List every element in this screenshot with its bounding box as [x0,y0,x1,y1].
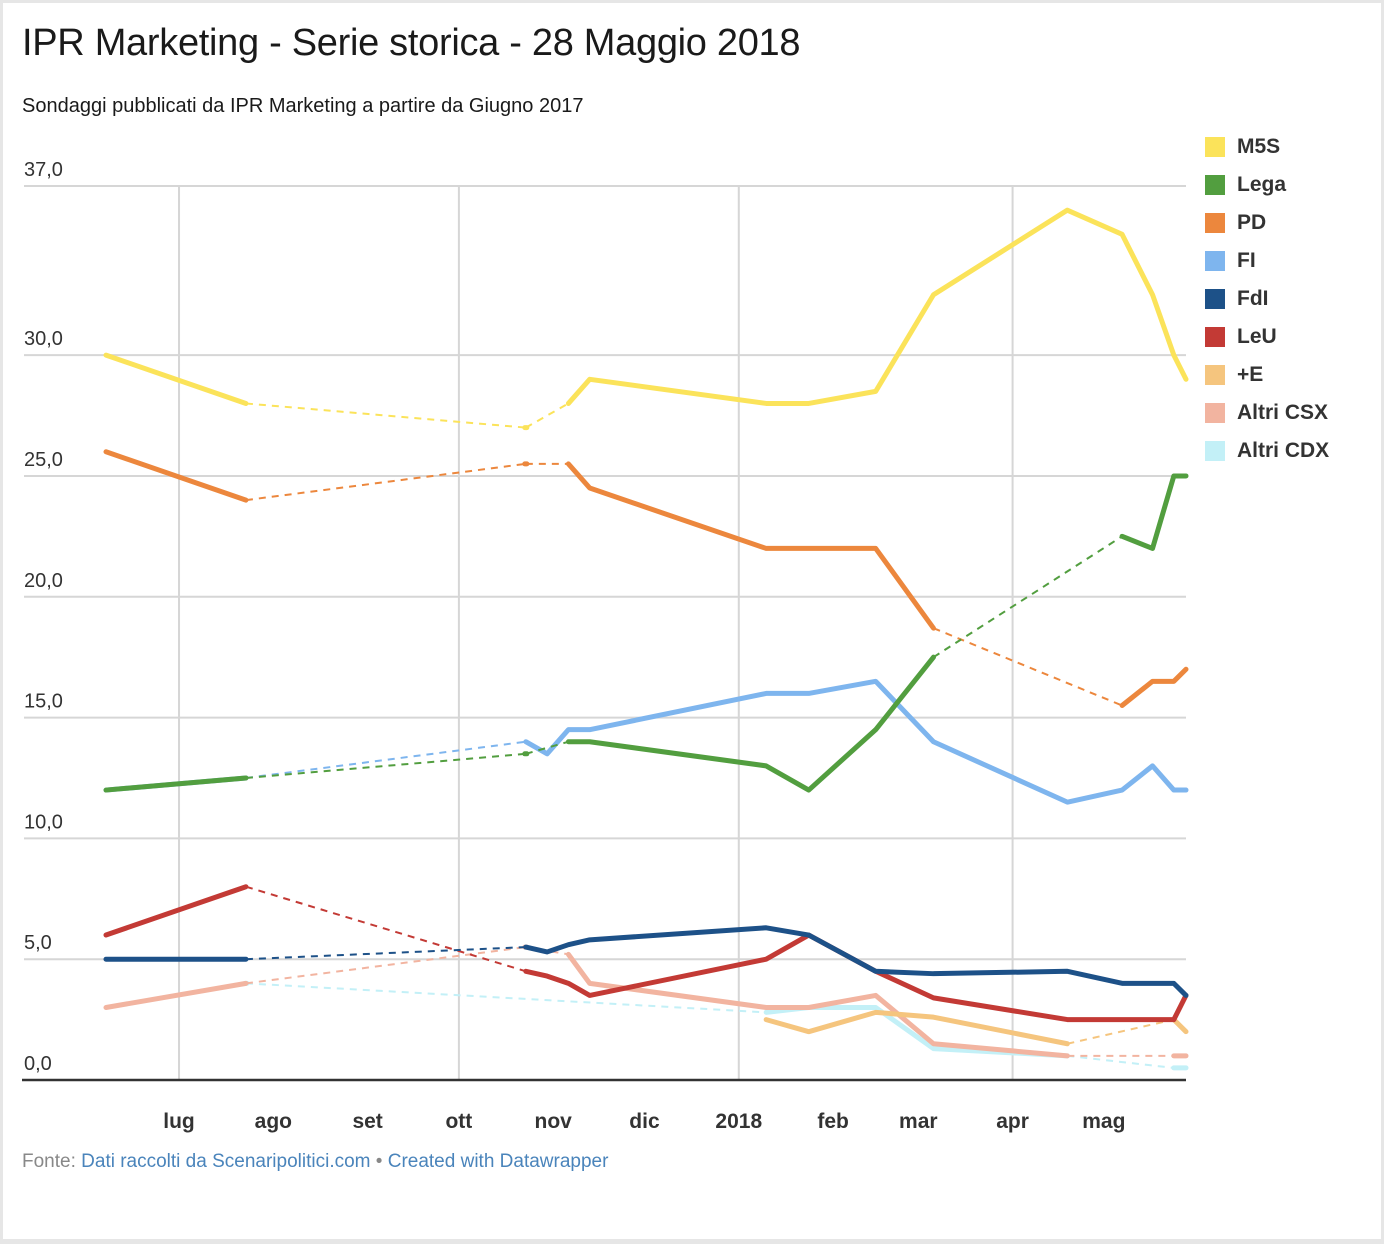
legend-label: FI [1237,249,1256,272]
series-line-pd [565,461,936,631]
series-line-lega [1119,473,1189,551]
series-gap-m5s [245,402,526,429]
legend-item-altri-csx: Altri CSX [1205,394,1329,432]
legend-label: +E [1237,363,1264,386]
series-pd [103,449,1189,708]
series-gap-altri-cdx [245,982,767,1014]
legend-label: FdI [1237,287,1269,310]
legend-item-fi: FI [1205,242,1329,280]
series-gap-fi [245,740,526,779]
legend-label: Altri CDX [1237,439,1330,462]
x-tick-label: mag [1082,1110,1125,1133]
legend-swatch [1205,137,1225,157]
chart-subtitle: Sondaggi pubblicati da IPR Marketing a p… [22,95,584,117]
series-line-lega [565,654,936,793]
series-line-m5s [565,207,1189,406]
series-line-altri-csx [565,951,1070,1059]
series-line-e [763,1009,1070,1047]
legend-item-altri-cdx: Altri CDX [1205,432,1329,470]
series-gap-altri-csx [245,946,526,985]
series-lines [103,207,1189,1071]
y-tick-label: 20,0 [24,570,63,592]
x-tick-label: mar [899,1110,938,1133]
legend-item-pd: PD [1205,204,1329,242]
legend-item-leu: LeU [1205,318,1329,356]
x-tick-label: set [352,1110,382,1133]
x-tick-label: nov [535,1110,573,1133]
series-gap-lega [932,535,1123,659]
series-line-leu [103,884,249,938]
series-gap-m5s [525,402,569,429]
x-tick-label: apr [996,1110,1029,1133]
legend-label: PD [1237,211,1267,234]
footer-separator: • [375,1151,383,1172]
series-line-altri-csx [103,980,249,1011]
x-tick-label: dic [629,1110,660,1133]
series-gap-leu [245,885,527,973]
x-tick-label: 2018 [715,1110,762,1133]
legend-swatch [1205,251,1225,271]
legend-label: M5S [1237,135,1281,158]
chart-frame [3,3,1381,1239]
series-line-fi [523,678,1189,805]
series-e [763,1009,1189,1047]
y-tick-label: 15,0 [24,691,63,713]
y-tick-label: 0,0 [24,1053,52,1075]
legend-swatch [1205,441,1225,461]
legend-label: Altri CSX [1237,401,1329,424]
source-prefix: Fonte: [22,1151,76,1172]
series-m5s [103,207,1189,431]
chart-title: IPR Marketing - Serie storica - 28 Maggi… [22,22,801,64]
legend-swatch [1205,213,1225,233]
legend-swatch [1205,403,1225,423]
footer: Fonte: Dati raccolti da Scenaripolitici.… [22,1151,608,1173]
legend-swatch [1205,327,1225,347]
series-line-m5s [103,352,249,406]
legend-item-m5s: M5S [1205,128,1329,166]
legend-swatch [1205,289,1225,309]
series-line-lega [103,775,249,793]
gridlines [24,185,1186,1080]
series-gap-pd [933,627,1123,707]
x-axis-ticks: lug ago set ott nov dic 2018 feb mar apr mag [163,1110,1125,1133]
series-fdi [103,925,1189,998]
series-line-fdi [523,925,1189,998]
y-tick-label: 30,0 [24,328,63,350]
series-gap-pd [245,462,526,502]
legend-item-e: +E [1205,356,1329,394]
y-tick-label: 10,0 [24,811,63,833]
datawrapper-link[interactable]: Created with Datawrapper [387,1151,609,1172]
series-line-e [1171,1017,1189,1035]
series-gap-e [1067,1018,1175,1045]
x-tick-label: feb [817,1110,849,1133]
series-gap-altri-cdx [1067,1054,1174,1069]
legend-item-fdi: FdI [1205,280,1329,318]
series-lega [103,473,1189,793]
legend-label: Lega [1237,173,1287,196]
y-axis-ticks: 0,0 5,0 10,0 15,0 20,0 25,0 30,0 37,0 [24,159,63,1075]
legend-label: LeU [1237,325,1277,348]
series-line-pd [1119,666,1189,708]
y-tick-label: 5,0 [24,932,52,954]
series-line-pd [103,449,249,503]
series-leu [103,884,1189,1023]
legend: M5S Lega PD FI FdI LeU +E Altri CSX Altri CDX [1205,128,1329,470]
x-tick-label: lug [163,1110,195,1133]
y-tick-label: 25,0 [24,449,63,471]
series-altri-csx [103,944,1189,1059]
y-tick-label: 37,0 [24,159,63,181]
x-tick-label: ott [445,1110,472,1133]
series-fi [103,678,1189,805]
series-gap-lega [245,752,526,779]
source-link[interactable]: Dati raccolti da Scenaripolitici.com [81,1151,371,1172]
legend-swatch [1205,365,1225,385]
x-tick-label: ago [255,1110,292,1133]
legend-swatch [1205,175,1225,195]
legend-item-lega: Lega [1205,166,1329,204]
